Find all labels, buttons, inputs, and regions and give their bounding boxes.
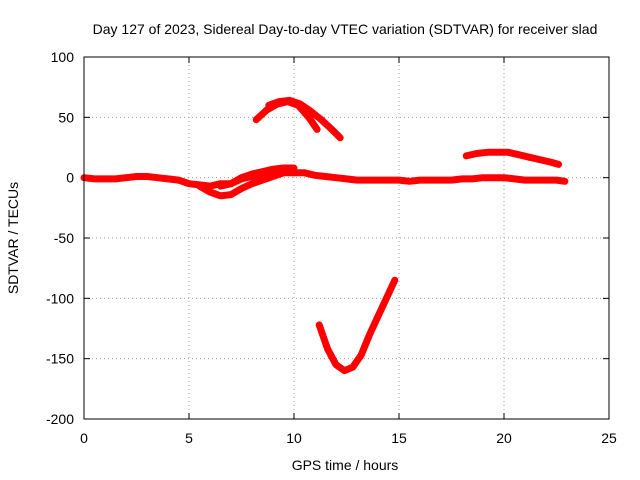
x-tick-label: 5 — [185, 430, 193, 446]
y-tick-label: -150 — [46, 351, 74, 367]
chart-title: Day 127 of 2023, Sidereal Day-to-day VTE… — [93, 21, 598, 37]
x-tick-label: 15 — [391, 430, 407, 446]
y-axis-title: SDTVAR / TECUs — [5, 182, 21, 294]
series-rise-trace — [217, 164, 298, 190]
series-dip-trace — [196, 169, 298, 200]
y-tick-label: 0 — [66, 170, 74, 186]
x-tick-label: 0 — [80, 430, 88, 446]
x-axis-title: GPS time / hours — [292, 457, 399, 473]
series-baseline-trace — [80, 168, 569, 190]
series-layer — [80, 96, 569, 375]
y-tick-label: 100 — [51, 49, 75, 65]
grid — [84, 57, 609, 419]
series-late-trace — [462, 148, 563, 168]
x-tick-label: 25 — [601, 430, 617, 446]
y-tick-label: -200 — [46, 411, 74, 427]
x-tick-label: 10 — [286, 430, 302, 446]
y-tick-label: 50 — [58, 109, 74, 125]
series-peak-trace-b — [265, 96, 344, 142]
plot-frame — [83, 56, 610, 420]
y-tick-label: -100 — [46, 290, 74, 306]
y-tick-label: -50 — [54, 230, 74, 246]
x-tick-label: 20 — [496, 430, 512, 446]
axis-ticks: 0 5 10 15 20 25 100 50 0 -50 -100 -150 -200 — [46, 49, 617, 446]
series-negative-trace — [315, 276, 399, 375]
